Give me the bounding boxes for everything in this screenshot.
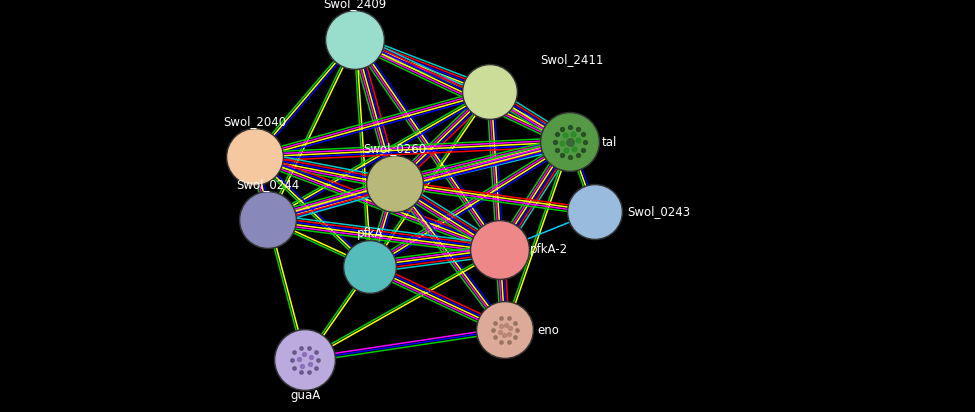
Text: pfkA: pfkA xyxy=(357,227,383,240)
Point xyxy=(557,132,572,139)
Point xyxy=(293,369,309,376)
Point xyxy=(507,320,523,326)
Point xyxy=(563,139,578,145)
Circle shape xyxy=(275,330,335,391)
Point xyxy=(302,361,318,368)
Point xyxy=(570,125,586,132)
Point xyxy=(301,344,317,351)
Point xyxy=(555,152,570,159)
Point xyxy=(293,344,309,351)
Point xyxy=(570,137,586,144)
Text: Swol_0243: Swol_0243 xyxy=(627,206,690,218)
Circle shape xyxy=(478,303,532,357)
Text: pfkA-2: pfkA-2 xyxy=(530,243,568,257)
Point xyxy=(485,327,500,333)
Circle shape xyxy=(540,112,600,171)
Text: Swol_2409: Swol_2409 xyxy=(324,0,387,10)
Point xyxy=(566,131,581,138)
Circle shape xyxy=(542,114,598,170)
Point xyxy=(493,323,509,330)
Point xyxy=(287,349,302,356)
Point xyxy=(308,349,324,356)
Point xyxy=(492,328,508,335)
Circle shape xyxy=(327,12,383,68)
Point xyxy=(488,320,503,326)
Point xyxy=(570,152,586,159)
Point xyxy=(294,363,310,369)
Circle shape xyxy=(368,157,422,211)
Point xyxy=(291,356,306,363)
Point xyxy=(549,131,565,138)
Circle shape xyxy=(240,192,296,248)
Text: Swol_2040: Swol_2040 xyxy=(223,115,287,128)
Point xyxy=(507,334,523,340)
Point xyxy=(549,146,565,153)
Point xyxy=(555,125,570,132)
Point xyxy=(501,338,517,345)
Circle shape xyxy=(226,129,284,185)
Text: Swol_0244: Swol_0244 xyxy=(236,178,299,191)
Point xyxy=(575,146,591,153)
Text: Swol_2411: Swol_2411 xyxy=(540,53,604,66)
Circle shape xyxy=(477,302,533,358)
Circle shape xyxy=(569,186,621,238)
Circle shape xyxy=(228,130,282,184)
Point xyxy=(308,364,324,371)
Text: Swol_0260: Swol_0260 xyxy=(364,142,427,155)
Point xyxy=(577,139,593,145)
Point xyxy=(498,321,514,328)
Circle shape xyxy=(567,185,622,239)
Point xyxy=(502,325,518,332)
Point xyxy=(563,154,578,161)
Point xyxy=(575,131,591,138)
Circle shape xyxy=(241,193,295,247)
Point xyxy=(310,357,326,363)
Circle shape xyxy=(471,220,529,279)
Text: eno: eno xyxy=(537,323,559,337)
Point xyxy=(301,369,317,376)
Point xyxy=(296,351,312,357)
Circle shape xyxy=(343,241,397,293)
Circle shape xyxy=(464,66,516,118)
Point xyxy=(284,357,299,363)
Point xyxy=(488,334,503,340)
Point xyxy=(303,353,319,360)
Circle shape xyxy=(326,10,384,70)
Point xyxy=(496,332,512,339)
Point xyxy=(493,315,509,322)
Circle shape xyxy=(276,331,334,389)
Point xyxy=(501,315,517,322)
Circle shape xyxy=(462,65,518,119)
Point xyxy=(559,146,574,153)
Point xyxy=(566,146,582,152)
Text: guaA: guaA xyxy=(290,389,320,402)
Point xyxy=(493,338,509,345)
Point xyxy=(547,139,563,145)
Point xyxy=(563,123,578,130)
Point xyxy=(287,364,302,371)
Point xyxy=(501,330,517,337)
Point xyxy=(509,327,525,333)
Circle shape xyxy=(472,222,528,278)
Circle shape xyxy=(367,155,423,213)
Text: tal: tal xyxy=(602,136,617,148)
Circle shape xyxy=(345,242,395,292)
Point xyxy=(554,140,569,146)
